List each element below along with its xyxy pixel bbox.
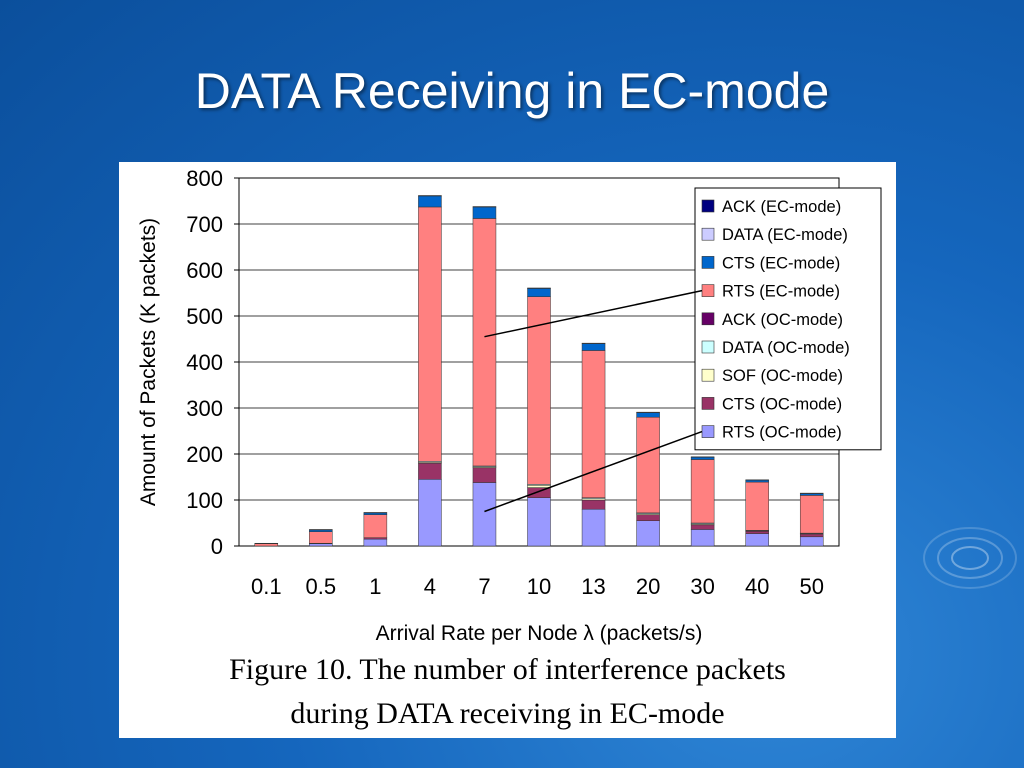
y-tick-label: 400 <box>186 350 223 375</box>
x-tick-label: 30 <box>690 574 714 599</box>
bar-segment <box>418 479 442 547</box>
legend-swatch <box>701 312 715 326</box>
x-tick-label: 20 <box>636 574 660 599</box>
bar-segment <box>690 456 715 460</box>
y-axis-label: Amount of Packets (K packets) <box>137 218 160 506</box>
y-tick-label: 500 <box>186 304 223 329</box>
bar-segment <box>418 195 442 197</box>
legend-label: DATA (OC-mode) <box>722 339 850 357</box>
stacked-bar-chart: 0 100 200 300 400 500 600 700 800 Amount of Packe… <box>137 166 882 645</box>
bar-segment <box>309 543 333 547</box>
figure-caption: Figure 10. The number of interference pa… <box>119 648 896 736</box>
caption-line-1: Figure 10. The number of interference pa… <box>229 653 786 686</box>
bar-segment <box>745 533 769 547</box>
y-tick-label: 100 <box>186 488 223 513</box>
x-tick-label: 40 <box>745 574 769 599</box>
bar-segment <box>636 411 660 413</box>
y-tick-label: 0 <box>211 534 223 559</box>
legend-swatch <box>701 397 715 410</box>
bar-segment <box>799 533 824 538</box>
caption-line-2: during DATA receiving in EC-mode <box>290 697 725 730</box>
legend-label: CTS (EC-mode) <box>722 254 840 272</box>
bar-segment <box>363 538 388 547</box>
x-tick-label: 7 <box>478 574 490 599</box>
bar-segment <box>363 514 388 538</box>
bar-segment <box>581 343 606 351</box>
ripple-decoration <box>923 527 1017 589</box>
legend-swatch <box>701 425 715 438</box>
x-tick-label: 0.5 <box>306 574 337 599</box>
bar-segment <box>363 512 388 514</box>
pointer-line <box>484 430 703 513</box>
bar-segment <box>418 206 442 462</box>
legend-label: DATA (EC-mode) <box>722 226 848 244</box>
bar-segment <box>472 482 497 547</box>
bar-segment <box>636 416 660 514</box>
x-tick-label: 4 <box>424 574 436 599</box>
bar-segment <box>309 531 333 544</box>
bar-segment <box>527 497 551 547</box>
bar-segment <box>799 536 824 547</box>
slide-title: DATA Receiving in EC-mode <box>194 63 830 119</box>
bar-segment <box>690 459 715 524</box>
bar-segment <box>472 206 497 208</box>
legend-box <box>694 187 882 451</box>
x-tick-label: 1 <box>369 574 381 599</box>
bar-segment <box>745 481 769 531</box>
legend-swatch <box>701 284 715 297</box>
bar-segment <box>581 508 606 547</box>
legend-swatch <box>701 368 715 382</box>
bar-segment <box>581 342 606 344</box>
bar-segment <box>472 467 497 483</box>
legend-label: RTS (OC-mode) <box>722 424 842 442</box>
y-tick-label: 800 <box>186 166 223 191</box>
bar-segment <box>799 492 824 494</box>
bar-segment <box>745 531 769 534</box>
legend-swatch <box>701 340 715 354</box>
y-tick-label: 200 <box>186 442 223 467</box>
bar-segment <box>581 350 606 498</box>
bar-segment <box>636 520 660 547</box>
legend-swatch <box>701 199 715 213</box>
bar-segment <box>418 462 442 480</box>
bar-segment <box>418 195 442 208</box>
bar-segment <box>309 529 333 531</box>
legend-swatch <box>701 227 715 241</box>
y-tick-label: 600 <box>186 258 223 283</box>
bar-segment <box>581 499 606 510</box>
x-tick-label: 50 <box>799 574 823 599</box>
bar-segment <box>745 479 769 481</box>
x-tick-label: 13 <box>581 574 605 599</box>
legend-swatch <box>701 256 715 269</box>
bar-segment <box>472 218 497 467</box>
x-tick-label: 10 <box>527 574 551 599</box>
bar-segment <box>690 456 715 458</box>
legend-label: ACK (EC-mode) <box>722 198 841 216</box>
legend-label: CTS (OC-mode) <box>722 395 842 413</box>
bar-segment <box>527 287 551 289</box>
bar-segment <box>254 542 279 544</box>
bar-segment <box>636 412 660 418</box>
x-tick-label: 0.1 <box>251 574 282 599</box>
bar-segment <box>472 206 497 219</box>
bar-segment <box>527 485 551 488</box>
legend-label: ACK (OC-mode) <box>722 311 843 329</box>
x-axis-label: Arrival Rate per Node λ (packets/s) <box>376 622 703 645</box>
legend-label: SOF (OC-mode) <box>722 367 843 385</box>
y-tick-label: 300 <box>186 396 223 421</box>
y-tick-label: 700 <box>186 212 223 237</box>
bar-segment <box>799 495 824 534</box>
bar-segment <box>690 529 715 547</box>
figure-panel: 0 100 200 300 400 500 600 700 800 Amount of Packe… <box>119 162 896 738</box>
bar-segment <box>636 514 660 521</box>
legend-label: RTS (EC-mode) <box>722 283 840 301</box>
bar-segment <box>254 543 279 547</box>
pointer-line <box>484 289 703 338</box>
bar-segment <box>527 288 551 297</box>
bar-segment <box>690 524 715 530</box>
